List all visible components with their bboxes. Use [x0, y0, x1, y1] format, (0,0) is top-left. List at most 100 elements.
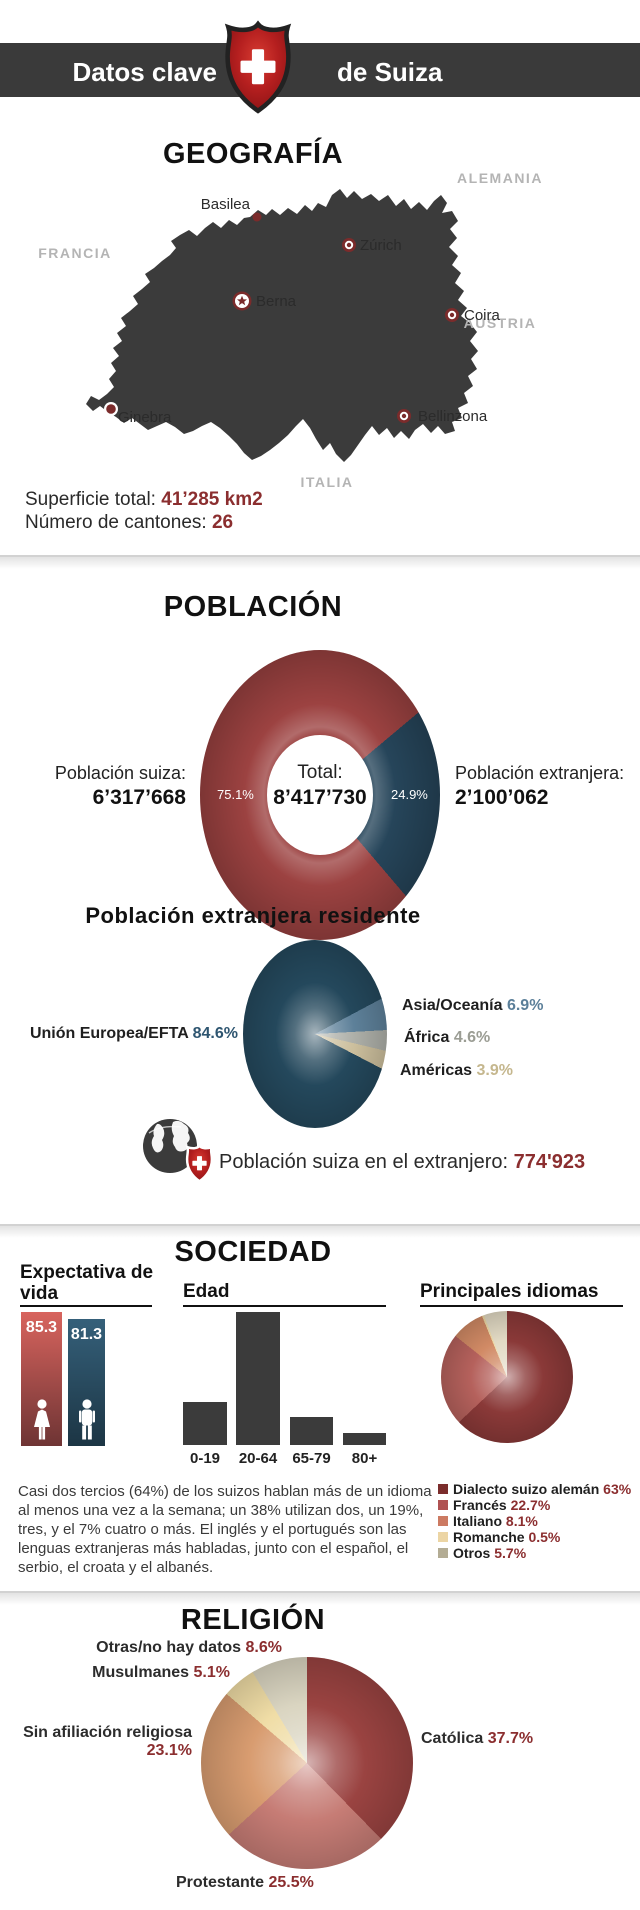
legend-swatch [438, 1516, 448, 1526]
female-life-value: 85.3 [25, 1319, 58, 1336]
ue-efta-value: 84.6% [192, 1025, 238, 1042]
header-title-right: de Suiza [337, 57, 443, 87]
catolica-value: 37.7% [487, 1730, 534, 1747]
age-category-label: 65-79 [292, 1450, 331, 1467]
religion-label-protestante: Protestante 25.5% [176, 1874, 314, 1892]
country-label-francia: FRANCIA [38, 245, 112, 261]
legend-item-italiano: Italiano 8.1% [438, 1513, 538, 1529]
asia-oceania-value: 6.9% [506, 997, 544, 1014]
legend-value: 8.1% [505, 1513, 538, 1529]
stat-cantones: Número de cantones: 26 [25, 512, 233, 534]
pie-sheen [201, 1657, 413, 1869]
stat-cantones-value: 26 [211, 512, 234, 533]
population-donut-chart: 75.1% 24.9% Total: 8’417’730 [200, 650, 440, 940]
legend-swatch [438, 1500, 448, 1510]
otras-value: 8.6% [245, 1639, 282, 1656]
pie-label-ue-efta: Unión Europea/EFTA 84.6% [30, 1025, 238, 1043]
swiss-abroad-label: Población suiza en el extranjero: [219, 1151, 514, 1173]
pie-label-asia-oceania: Asia/Oceanía 6.9% [402, 997, 543, 1015]
header-band [0, 43, 640, 97]
americas-label: Américas [400, 1062, 473, 1079]
country-label-austria: AUSTRIA [464, 315, 537, 331]
ue-efta-label: Unión Europea/EFTA [29, 1025, 189, 1042]
foreign-population-pie-chart [243, 940, 387, 1128]
musulmanes-value: 5.1% [193, 1664, 230, 1681]
donut-center-label: Total: [297, 762, 343, 783]
donut-hole [267, 735, 373, 855]
americas-value: 3.9% [476, 1062, 513, 1079]
donut-pct-suiza: 75.1% [217, 787, 254, 802]
city-label-bellinzona: Bellinzona [418, 408, 488, 425]
age-category-label: 0-19 [189, 1450, 221, 1467]
stat-superficie-label: Superficie total: [25, 489, 162, 510]
religion-label-otras: Otras/no hay datos 8.6% [96, 1639, 282, 1657]
legend-value: 22.7% [510, 1497, 551, 1513]
edad-heading: Edad [183, 1281, 230, 1302]
religion-label-musulmanes: Musulmanes 5.1% [92, 1664, 230, 1682]
legend-item-frances: Francés 22.7% [438, 1497, 550, 1513]
section-title-sociedad: SOCIEDAD [174, 1236, 332, 1268]
religion-label-catolica: Católica 37.7% [421, 1730, 533, 1748]
otras-label: Otras/no hay datos [96, 1639, 242, 1656]
heading-underline [183, 1305, 386, 1307]
header-title-left: Datos clave [72, 57, 217, 87]
city-marker-basilea: Basilea [201, 196, 262, 222]
pie-sheen [243, 940, 387, 1128]
life-expectancy-bar-female: 85.3 [21, 1312, 62, 1446]
legend-swatch [438, 1548, 448, 1558]
globe-swiss-shield-icon [143, 1119, 214, 1183]
city-marker-ginebra: Ginebra [104, 402, 172, 426]
legend-swatch [438, 1484, 448, 1494]
poblacion-extranjera-value: 2’100’062 [455, 786, 549, 809]
city-marker-bellinzona: Bellinzona [397, 408, 488, 425]
asia-oceania-label: Asia/Oceanía [402, 997, 503, 1014]
heading-underline [20, 1305, 152, 1307]
male-life-value: 81.3 [70, 1326, 103, 1343]
city-label-basilea: Basilea [201, 196, 251, 213]
section-title-religion: RELIGIÓN [180, 1604, 326, 1636]
religion-label-sin-afiliacion: Sin afiliación religiosa 23.1% [23, 1724, 192, 1760]
poblacion-suiza-label: Población suiza: [54, 763, 186, 783]
subsection-title-extranjera: Población extranjera residente [85, 903, 421, 928]
age-bar-20-64 [236, 1312, 280, 1445]
legend-label: Italiano [453, 1513, 503, 1529]
languages-paragraph: Casi dos tercios (64%) de los suizos hab… [18, 1483, 432, 1576]
legend-value: 63% [603, 1481, 632, 1497]
city-label-ginebra: Ginebra [118, 409, 172, 426]
city-marker-zurich: Zúrich [342, 237, 402, 254]
protestante-label: Protestante [176, 1874, 265, 1891]
legend-value: 0.5% [528, 1529, 561, 1545]
stat-superficie-value: 41’285 km2 [161, 489, 263, 510]
legend-label: Dialecto suizo alemán [453, 1481, 600, 1497]
musulmanes-label: Musulmanes [92, 1664, 190, 1681]
swiss-abroad-value: 774'923 [513, 1151, 586, 1173]
catolica-label: Católica [421, 1730, 484, 1747]
country-label-alemania: ALEMANIA [457, 170, 543, 186]
age-category-label: 80+ [351, 1450, 378, 1467]
switzerland-silhouette [86, 189, 478, 462]
section-divider [0, 1591, 640, 1605]
city-label-zurich: Zúrich [360, 237, 402, 254]
poblacion-suiza-value: 6’317’668 [92, 786, 186, 809]
country-label-italia: ITALIA [300, 474, 353, 490]
languages-pie-chart [441, 1311, 573, 1443]
stat-cantones-label: Número de cantones: [25, 512, 212, 533]
age-bar-80plus [343, 1433, 386, 1445]
city-marker-coira: Coira [445, 307, 501, 324]
age-bar-0-19 [183, 1402, 227, 1445]
life-expectancy-bar-male: 81.3 [68, 1319, 105, 1446]
africa-value: 4.6% [453, 1029, 491, 1046]
city-label-coira: Coira [464, 307, 501, 324]
protestante-value: 25.5% [268, 1874, 314, 1891]
city-label-berna: Berna [256, 293, 297, 310]
swiss-abroad-line: Población suiza en el extranjero: 774'92… [219, 1151, 585, 1174]
section-title-geografia: GEOGRAFÍA [162, 138, 344, 170]
section-divider [0, 555, 640, 569]
pie-label-americas: Américas 3.9% [400, 1062, 513, 1080]
idiomas-heading: Principales idiomas [420, 1281, 599, 1302]
poblacion-extranjera-label: Población extranjera: [455, 763, 625, 783]
donut-center-value: 8’417’730 [273, 786, 367, 809]
legend-item-aleman: Dialecto suizo alemán 63% [438, 1481, 631, 1497]
section-divider [0, 1224, 640, 1238]
